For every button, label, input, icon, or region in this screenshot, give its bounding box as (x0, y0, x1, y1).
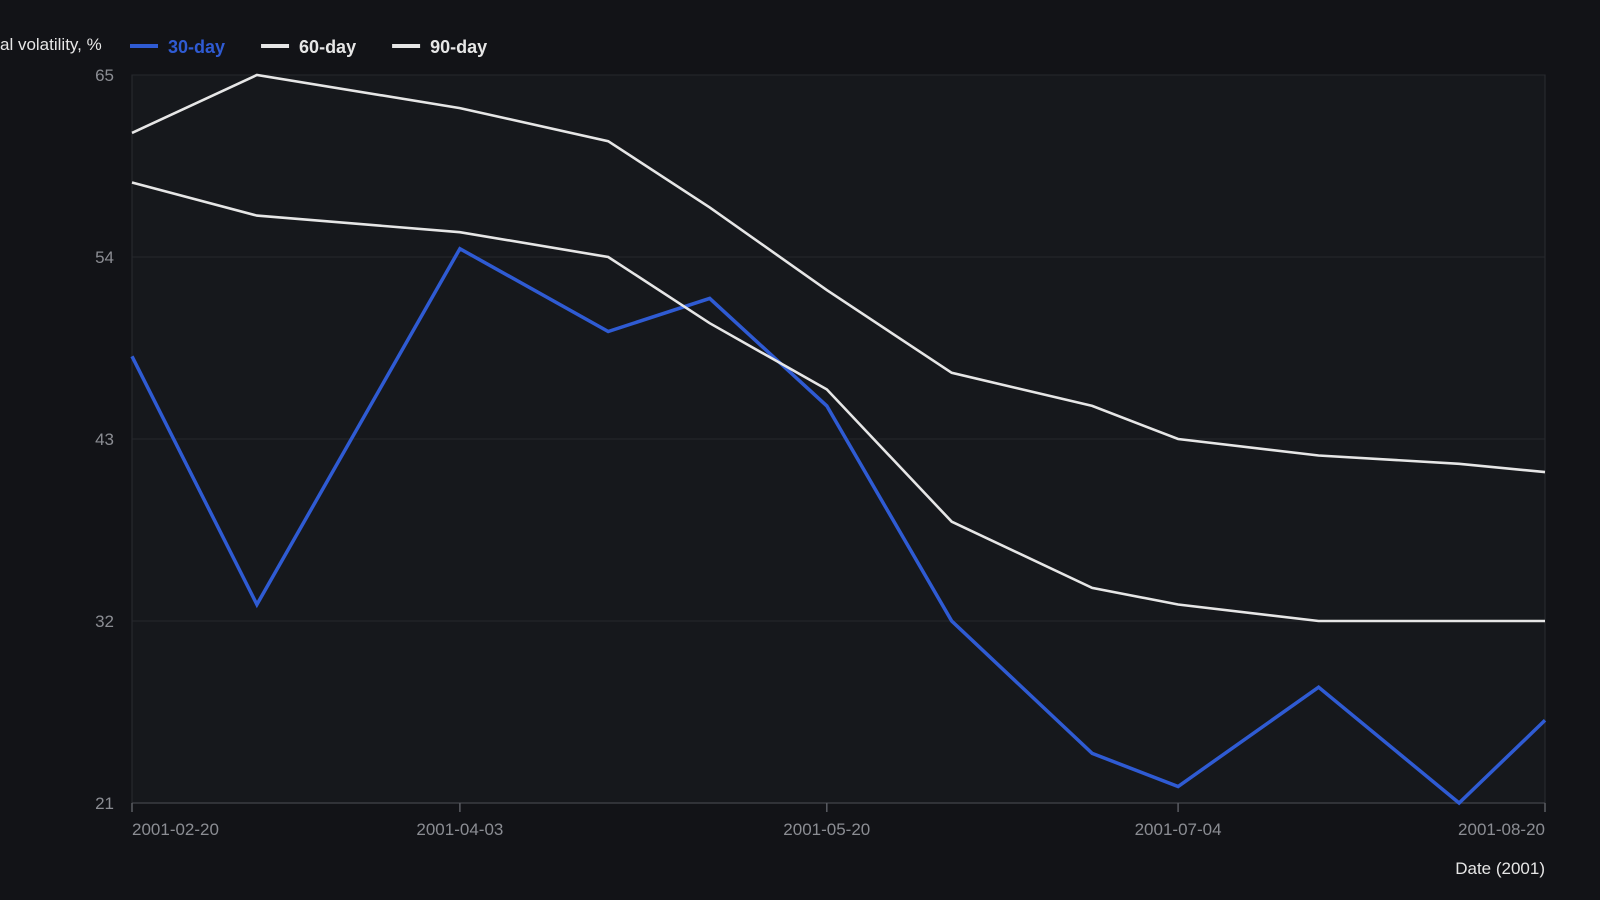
y-tick-label: 54 (95, 248, 114, 267)
axes: 21 32 43 54 65 2001-02-20 2001-04-03 2001-05-20… (95, 66, 1546, 839)
x-axis-title: Date (2001) (1455, 859, 1545, 878)
y-tick-label: 43 (95, 430, 114, 449)
series-lines (130, 73, 1547, 806)
legend: 30-day 60-day 90-day (130, 37, 487, 57)
x-tick-label: 2001-07-04 (1135, 820, 1222, 839)
series-line-90-day (131, 73, 1546, 474)
y-tick-label: 65 (95, 66, 114, 85)
legend-label: 90-day (430, 37, 487, 57)
y-tick-label: 32 (95, 612, 114, 631)
legend-label: 60-day (299, 37, 356, 57)
x-tick-label: 2001-04-03 (416, 820, 503, 839)
x-tick-label: 2001-05-20 (783, 820, 870, 839)
series-line-30-day (130, 246, 1547, 806)
legend-label: 30-day (168, 37, 225, 57)
x-tick-label: 2001-02-20 (132, 820, 219, 839)
x-tick-label: 2001-08-20 (1458, 820, 1545, 839)
y-tick-label: 21 (95, 794, 114, 813)
y-axis-title: al volatility, % (0, 35, 102, 54)
series-line-60-day (131, 181, 1545, 623)
